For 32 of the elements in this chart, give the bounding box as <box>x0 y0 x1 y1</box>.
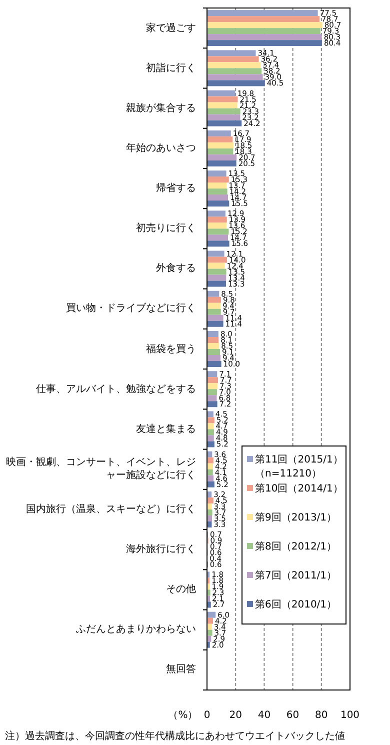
y-tick-label: 福袋を買う <box>145 342 196 356</box>
legend-label: 第10回（2014/1） <box>255 482 343 494</box>
y-tick-label: 外食する <box>155 262 196 276</box>
x-tick-label: 20 <box>229 710 242 721</box>
y-tick-label: 仕事、アルバイト、勉強などをする <box>35 382 196 396</box>
y-tick-label: 国内旅行（温泉、スキーなど）に行く <box>25 502 196 516</box>
x-axis-title: （%） <box>168 710 198 721</box>
legend-label: 第7回（2011/1） <box>255 570 337 582</box>
x-tick-label: 40 <box>258 710 271 721</box>
x-tick-label: 60 <box>286 710 300 721</box>
y-tick-label: 海外旅行に行く <box>125 543 196 556</box>
y-tick-label: 家で過ごす <box>145 22 196 35</box>
y-tick-label: 初詣に行く <box>145 62 196 75</box>
y-tick-label: ふだんとあまりかわらない <box>75 623 196 636</box>
text: 注）過去調査は、今回調査の性年代構成比にあわせてウエイトバックした値 <box>5 730 345 742</box>
legend-label: 第9回（2013/1） <box>255 512 337 524</box>
y-tick-label: 友達と集まる <box>135 422 196 436</box>
x-tick-label: 80 <box>315 710 328 721</box>
y-tick-label: 初売りに行く <box>135 222 196 236</box>
x-tick-label: 100 <box>340 710 360 721</box>
x-tick-label: 0 <box>204 710 210 721</box>
y-tick-label: 映画・観劇、コンサート、イベント、レジャー施設などに行く <box>5 456 196 482</box>
y-tick-label: その他 <box>165 583 196 596</box>
legend-label: 第8回（2012/1） <box>255 540 337 552</box>
y-tick-label: 買い物・ドライブなどに行く <box>65 302 196 316</box>
legend-label: 第6回（2010/1） <box>255 598 337 610</box>
y-tick-label: 年始のあいさつ <box>125 142 196 155</box>
annotation: （n=11210） <box>255 468 322 480</box>
y-tick-label: 親族が集合する <box>125 102 196 115</box>
y-tick-label: 無回答 <box>165 663 196 676</box>
legend-label: 第11回（2015/1） <box>255 454 343 466</box>
y-tick-label: 帰省する <box>155 182 196 196</box>
